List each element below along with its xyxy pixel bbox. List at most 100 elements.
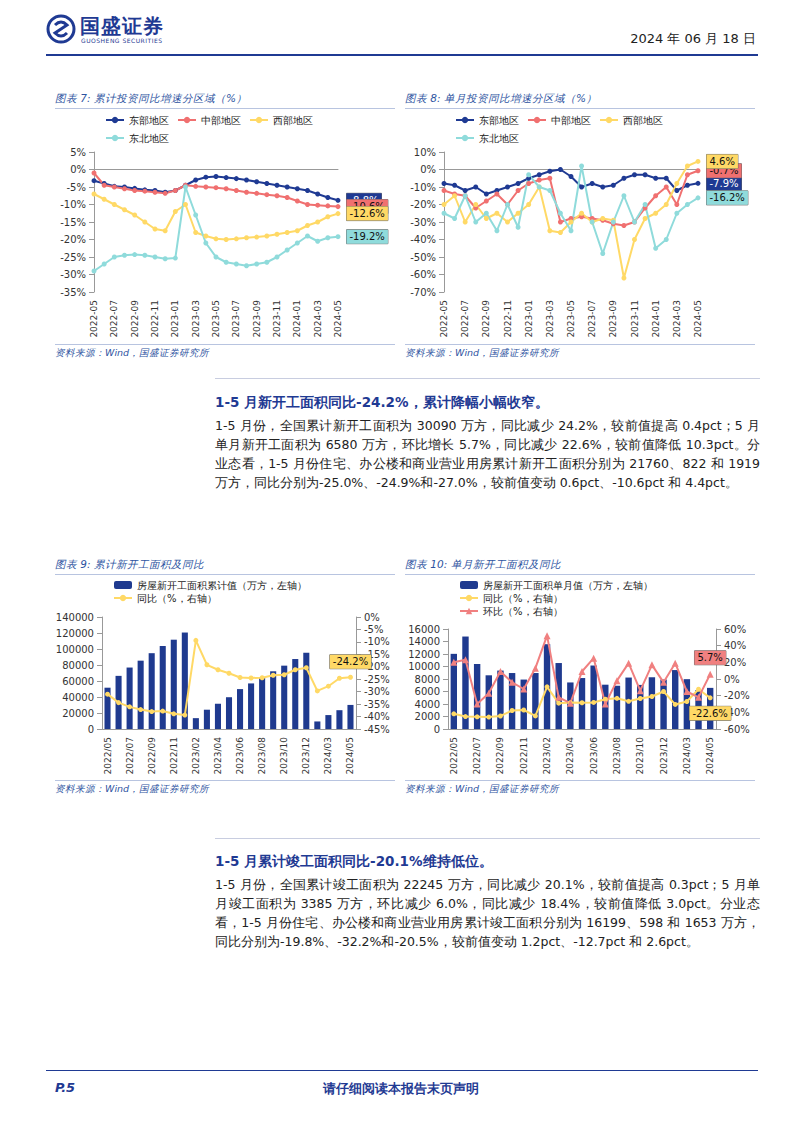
svg-text:-20%: -20% bbox=[60, 234, 86, 245]
svg-text:-15%: -15% bbox=[60, 217, 86, 228]
svg-text:2023-09: 2023-09 bbox=[252, 300, 262, 338]
svg-text:环比（%，右轴）: 环比（%，右轴） bbox=[483, 606, 563, 617]
svg-text:-10%: -10% bbox=[60, 199, 86, 210]
svg-text:西部地区: 西部地区 bbox=[273, 115, 313, 126]
svg-text:2024-05: 2024-05 bbox=[333, 300, 343, 338]
svg-text:-10%: -10% bbox=[364, 636, 390, 647]
svg-text:西部地区: 西部地区 bbox=[623, 115, 663, 126]
svg-text:40000: 40000 bbox=[62, 692, 94, 703]
svg-text:2023/10: 2023/10 bbox=[635, 737, 645, 775]
svg-text:2023/12: 2023/12 bbox=[659, 737, 669, 774]
svg-text:-25%: -25% bbox=[364, 674, 390, 685]
svg-text:2022/11: 2022/11 bbox=[169, 737, 179, 774]
svg-text:16000: 16000 bbox=[408, 624, 440, 635]
svg-text:-45%: -45% bbox=[364, 724, 390, 735]
svg-text:同比（%，右轴）: 同比（%，右轴） bbox=[137, 593, 217, 604]
svg-text:2023/02: 2023/02 bbox=[191, 737, 201, 774]
svg-text:2023/12: 2023/12 bbox=[301, 737, 311, 774]
svg-text:-5%: -5% bbox=[67, 182, 86, 193]
svg-text:东北地区: 东北地区 bbox=[129, 133, 169, 144]
svg-text:2024-05: 2024-05 bbox=[693, 300, 703, 338]
svg-text:20%: 20% bbox=[724, 657, 746, 668]
svg-text:2022-07: 2022-07 bbox=[460, 300, 470, 338]
svg-text:0%: 0% bbox=[70, 164, 86, 175]
svg-text:0: 0 bbox=[434, 724, 440, 735]
svg-text:2023/04: 2023/04 bbox=[565, 737, 575, 775]
svg-text:房屋新开工面积单月值（万方，左轴）: 房屋新开工面积单月值（万方，左轴） bbox=[483, 580, 653, 591]
svg-text:-16.2%: -16.2% bbox=[710, 192, 745, 203]
svg-text:东部地区: 东部地区 bbox=[479, 115, 519, 126]
svg-text:东北地区: 东北地区 bbox=[479, 133, 519, 144]
svg-text:2023-01: 2023-01 bbox=[524, 300, 534, 338]
svg-text:2022-05: 2022-05 bbox=[439, 300, 449, 338]
svg-text:2022/09: 2022/09 bbox=[495, 737, 505, 775]
svg-text:2023/08: 2023/08 bbox=[257, 737, 267, 775]
svg-text:2022-11: 2022-11 bbox=[150, 300, 160, 338]
svg-text:100000: 100000 bbox=[56, 644, 94, 655]
svg-text:40%: 40% bbox=[724, 640, 746, 651]
svg-text:-22.6%: -22.6% bbox=[692, 708, 727, 719]
svg-text:-35%: -35% bbox=[364, 699, 390, 710]
svg-text:2023-07: 2023-07 bbox=[587, 300, 597, 338]
svg-text:东部地区: 东部地区 bbox=[129, 115, 169, 126]
svg-text:-35%: -35% bbox=[60, 287, 86, 298]
svg-text:-7.9%: -7.9% bbox=[710, 178, 739, 189]
svg-text:2024/05: 2024/05 bbox=[345, 737, 355, 774]
svg-text:2000: 2000 bbox=[415, 711, 440, 722]
svg-text:4.6%: 4.6% bbox=[710, 156, 735, 167]
svg-text:0%: 0% bbox=[420, 164, 436, 175]
svg-text:2023/10: 2023/10 bbox=[279, 737, 289, 775]
svg-text:2022-09: 2022-09 bbox=[481, 300, 491, 338]
svg-text:60000: 60000 bbox=[62, 676, 94, 687]
svg-text:2023-07: 2023-07 bbox=[231, 300, 241, 338]
svg-text:-30%: -30% bbox=[410, 217, 436, 228]
svg-text:0%: 0% bbox=[724, 674, 740, 685]
svg-text:2023/02: 2023/02 bbox=[542, 737, 552, 774]
svg-text:2022/07: 2022/07 bbox=[125, 737, 135, 774]
svg-text:2023-05: 2023-05 bbox=[211, 300, 221, 338]
svg-text:-40%: -40% bbox=[364, 711, 390, 722]
svg-text:2022/09: 2022/09 bbox=[147, 737, 157, 775]
svg-text:2024-03: 2024-03 bbox=[313, 300, 323, 338]
svg-text:-20%: -20% bbox=[724, 690, 750, 701]
svg-text:120000: 120000 bbox=[56, 628, 94, 639]
svg-text:-30%: -30% bbox=[364, 686, 390, 697]
svg-text:0%: 0% bbox=[364, 612, 380, 623]
svg-text:中部地区: 中部地区 bbox=[201, 115, 241, 126]
svg-text:-60%: -60% bbox=[410, 269, 436, 280]
svg-text:-40%: -40% bbox=[410, 234, 436, 245]
svg-text:5.7%: 5.7% bbox=[697, 652, 722, 663]
svg-text:2023/06: 2023/06 bbox=[235, 737, 245, 775]
svg-text:-24.2%: -24.2% bbox=[333, 656, 368, 667]
svg-text:60%: 60% bbox=[724, 624, 746, 635]
svg-text:中部地区: 中部地区 bbox=[551, 115, 591, 126]
svg-text:-12.6%: -12.6% bbox=[350, 208, 385, 219]
svg-text:-20%: -20% bbox=[410, 199, 436, 210]
svg-text:2022/05: 2022/05 bbox=[103, 737, 113, 774]
svg-text:2022/05: 2022/05 bbox=[449, 737, 459, 774]
svg-text:10000: 10000 bbox=[408, 661, 440, 672]
svg-text:-50%: -50% bbox=[410, 252, 436, 263]
svg-text:2023-01: 2023-01 bbox=[170, 300, 180, 338]
svg-text:房屋新开工面积累计值（万方，左轴）: 房屋新开工面积累计值（万方，左轴） bbox=[137, 580, 307, 591]
svg-text:2024/03: 2024/03 bbox=[323, 737, 333, 774]
svg-text:2023-09: 2023-09 bbox=[608, 300, 618, 338]
svg-text:20000: 20000 bbox=[62, 708, 94, 719]
svg-text:0: 0 bbox=[88, 724, 94, 735]
svg-text:2022-07: 2022-07 bbox=[109, 300, 119, 338]
svg-text:6000: 6000 bbox=[415, 686, 440, 697]
svg-text:12000: 12000 bbox=[408, 649, 440, 660]
svg-text:-60%: -60% bbox=[724, 724, 750, 735]
svg-text:2023-11: 2023-11 bbox=[272, 300, 282, 338]
svg-text:-30%: -30% bbox=[60, 269, 86, 280]
svg-text:5%: 5% bbox=[70, 147, 86, 158]
svg-text:2023-03: 2023-03 bbox=[191, 300, 201, 338]
svg-text:2023-03: 2023-03 bbox=[545, 300, 555, 338]
svg-text:4000: 4000 bbox=[415, 699, 440, 710]
svg-text:2022/11: 2022/11 bbox=[519, 737, 529, 774]
svg-text:14000: 14000 bbox=[408, 636, 440, 647]
svg-text:2022-09: 2022-09 bbox=[130, 300, 140, 338]
svg-text:2024/05: 2024/05 bbox=[705, 737, 715, 774]
svg-text:2023/04: 2023/04 bbox=[213, 737, 223, 775]
svg-text:同比（%，右轴）: 同比（%，右轴） bbox=[483, 593, 563, 604]
